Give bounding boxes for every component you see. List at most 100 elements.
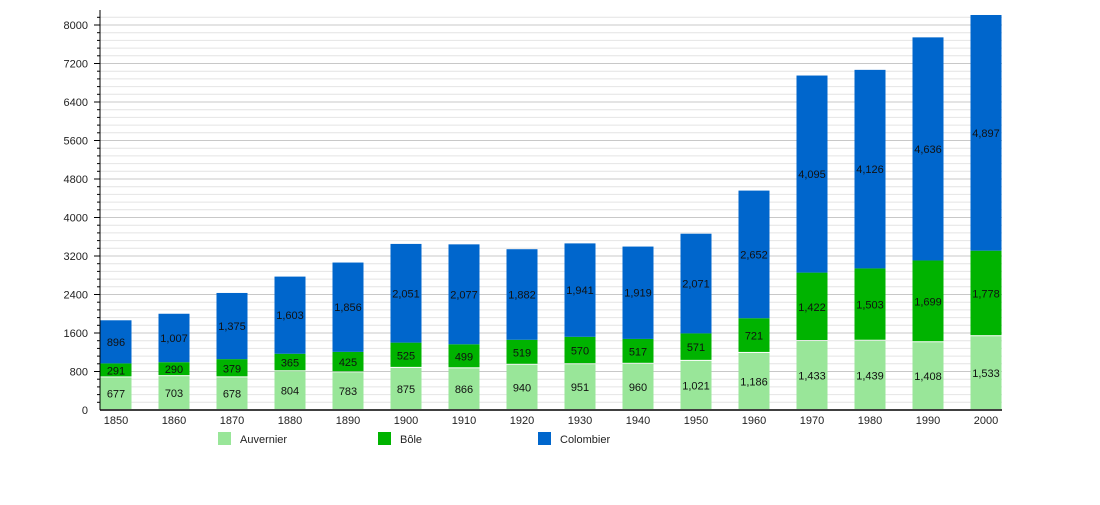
- bar-segment-ble: [622, 338, 654, 363]
- bar-segment-auvernier: [216, 377, 248, 409]
- bar-segment-colombier: [390, 243, 422, 343]
- y-tick-label: 4800: [64, 174, 88, 186]
- data-label: 1,422: [798, 302, 826, 314]
- bar-segment-ble: [796, 272, 828, 341]
- bar-segment-ble: [970, 250, 1002, 336]
- x-tick-label: 1910: [452, 415, 476, 427]
- data-label: 1,533: [972, 368, 1000, 380]
- bar-segment-ble: [564, 336, 596, 364]
- bar-segment-colombier: [158, 313, 190, 363]
- data-label: 365: [281, 358, 299, 370]
- y-tick-label: 0: [82, 405, 88, 417]
- data-label: 1,007: [160, 333, 188, 345]
- bar-segment-ble: [332, 351, 364, 372]
- data-label: 1,603: [276, 310, 304, 322]
- data-label: 291: [107, 365, 125, 377]
- bar-segment-auvernier: [390, 367, 422, 409]
- data-label: 678: [223, 389, 241, 401]
- y-tick-label: 3200: [64, 251, 88, 263]
- bar-segment-auvernier: [158, 376, 190, 409]
- x-tick-label: 1990: [916, 415, 940, 427]
- legend: Auvernier Bôle Colombier: [218, 432, 610, 446]
- bar-segment-colombier: [912, 37, 944, 261]
- data-label: 677: [107, 389, 125, 401]
- data-label: 519: [513, 347, 531, 359]
- bar-segment-colombier: [854, 69, 886, 269]
- legend-label: Auvernier: [240, 434, 287, 446]
- bar-segment-auvernier: [100, 377, 132, 409]
- x-tick-label: 1950: [684, 415, 708, 427]
- x-tick-label: 1960: [742, 415, 766, 427]
- bar-segment-auvernier: [622, 363, 654, 409]
- data-label: 940: [513, 382, 531, 394]
- bar-segment-ble: [680, 333, 712, 360]
- bar-segment-auvernier: [970, 336, 1002, 409]
- x-tick-label: 1920: [510, 415, 534, 427]
- x-tick-label: 1940: [626, 415, 650, 427]
- data-label: 4,095: [798, 169, 826, 181]
- data-label: 1,778: [972, 288, 1000, 300]
- data-label: 1,699: [914, 296, 942, 308]
- data-label: 571: [687, 342, 705, 354]
- data-label: 2,071: [682, 279, 710, 291]
- bar-segment-colombier: [448, 244, 480, 345]
- data-label: 2,652: [740, 249, 768, 261]
- legend-label: Bôle: [400, 434, 422, 446]
- data-label: 379: [223, 363, 241, 375]
- bar-segment-colombier: [506, 249, 538, 340]
- bar-segment-colombier: [970, 14, 1002, 251]
- bar-segment-ble: [158, 362, 190, 376]
- bar-segment-ble: [100, 363, 132, 377]
- legend-swatch: [218, 432, 231, 445]
- bar-segment-ble: [448, 344, 480, 368]
- data-label: 1,186: [740, 376, 768, 388]
- bar-segment-auvernier: [680, 360, 712, 409]
- y-tick-label: 7200: [64, 59, 88, 71]
- data-label: 960: [629, 382, 647, 394]
- x-tick-label: 2000: [974, 415, 998, 427]
- data-label: 290: [165, 364, 183, 376]
- bar-segment-auvernier: [448, 368, 480, 409]
- y-tick-label: 8000: [64, 20, 88, 32]
- bar-segment-auvernier: [796, 341, 828, 409]
- data-label: 1,408: [914, 371, 942, 383]
- bar-segment-ble: [506, 339, 538, 364]
- axes: 0 800 1600 2400 3200 4000 4800 5600 6400 7200 8000…: [64, 10, 1002, 427]
- bar-segment-colombier: [332, 262, 364, 352]
- data-label: 4,126: [856, 164, 884, 176]
- x-tick-label: 1980: [858, 415, 882, 427]
- data-label: 1,882: [508, 290, 536, 302]
- bar-segment-colombier: [100, 320, 132, 364]
- bar-segment-auvernier: [506, 364, 538, 409]
- x-tick-label: 1850: [104, 415, 128, 427]
- data-label: 570: [571, 346, 589, 358]
- data-label: 1,433: [798, 371, 826, 383]
- data-label: 499: [455, 351, 473, 363]
- data-label: 804: [281, 386, 299, 398]
- x-tick-label: 1900: [394, 415, 418, 427]
- bar-segment-ble: [216, 359, 248, 377]
- bars: 677 291 896 703 290 1,007 678 379 1,375 804 365 1,6…: [100, 14, 1002, 409]
- bar-segment-auvernier: [332, 372, 364, 409]
- bar-segment-auvernier: [564, 364, 596, 409]
- data-label: 517: [629, 346, 647, 358]
- x-tick-label: 1930: [568, 415, 592, 427]
- bar-segment-colombier: [738, 190, 770, 319]
- bar-segment-ble: [738, 318, 770, 352]
- data-label: 2,051: [392, 288, 420, 300]
- data-label: 4,636: [914, 144, 942, 156]
- data-label: 866: [455, 384, 473, 396]
- data-label: 1,439: [856, 370, 884, 382]
- data-label: 525: [397, 350, 415, 362]
- bar-segment-auvernier: [912, 342, 944, 409]
- data-label: 1,919: [624, 288, 652, 300]
- y-tick-label: 2400: [64, 290, 88, 302]
- data-label: 703: [165, 388, 183, 400]
- data-label: 1,503: [856, 300, 884, 312]
- x-tick-label: 1870: [220, 415, 244, 427]
- bar-segment-auvernier: [854, 340, 886, 409]
- bar-segment-ble: [854, 268, 886, 340]
- legend-swatch: [378, 432, 391, 445]
- bar-segment-colombier: [564, 243, 596, 337]
